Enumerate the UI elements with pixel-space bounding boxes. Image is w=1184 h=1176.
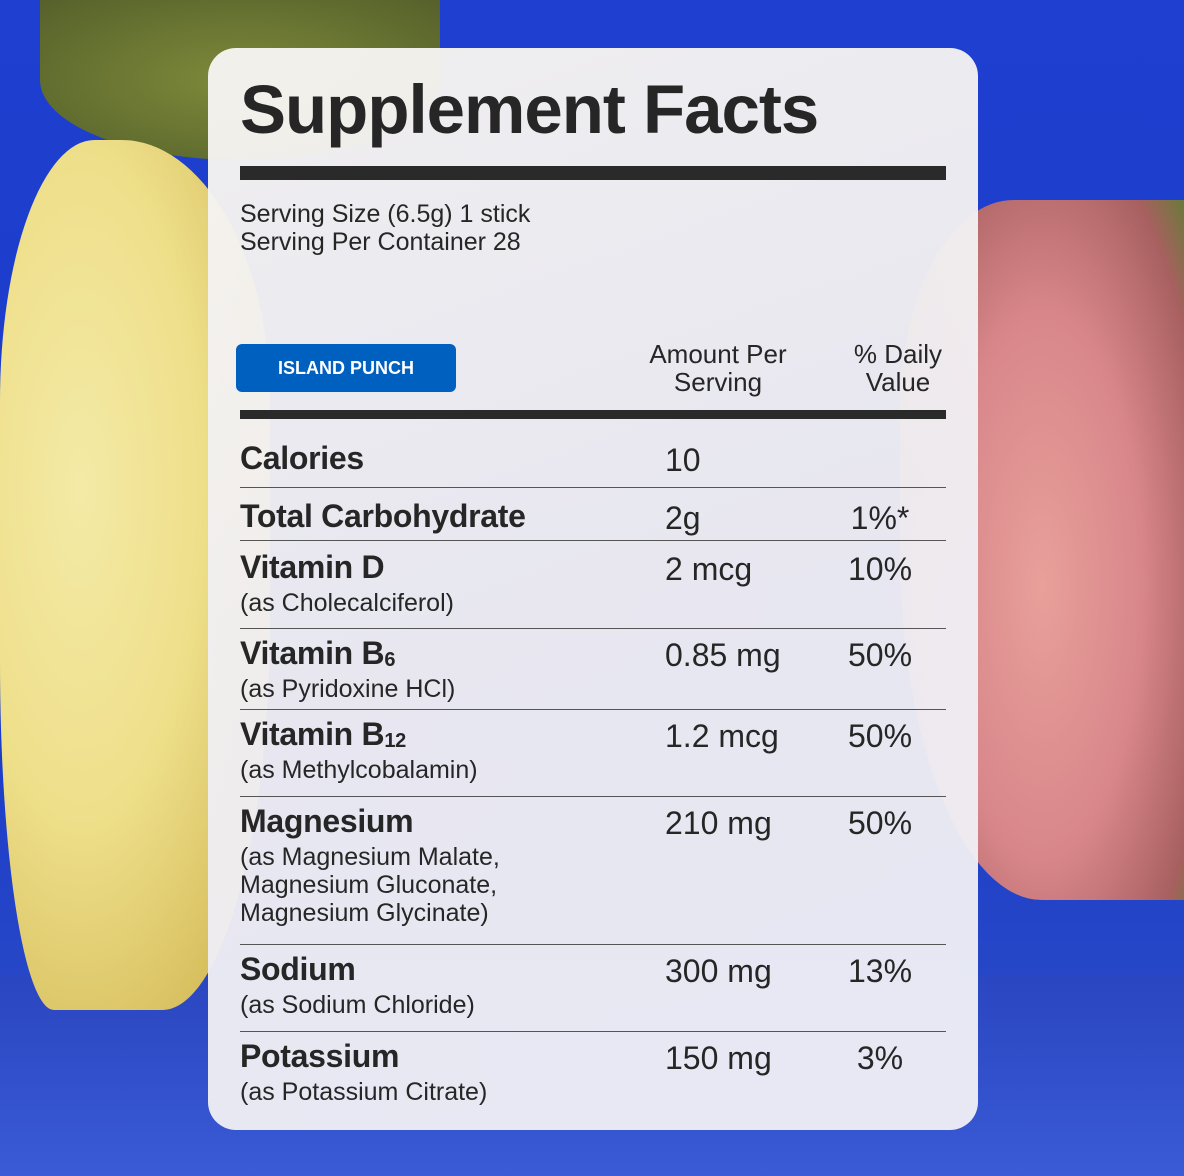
serving-info: Serving Size (6.5g) 1 stick Serving Per … xyxy=(240,200,530,256)
nutrient-source: (as Potassium Citrate) xyxy=(240,1078,487,1106)
nutrient-row: Total Carbohydrate 2g 1%* xyxy=(240,488,946,541)
nutrient-amount: 150 mg xyxy=(665,1040,772,1076)
nutrient-row: Calories 10 xyxy=(240,428,946,488)
nutrient-name: Vitamin B12 xyxy=(240,716,406,752)
source-line: (as Methylcobalamin) xyxy=(240,756,478,784)
source-line: Magnesium Glycinate) xyxy=(240,899,489,927)
header-line: Amount Per xyxy=(649,339,787,369)
servings-per-container: Serving Per Container 28 xyxy=(240,228,521,256)
source-line: (as Pyridoxine HCl) xyxy=(240,675,456,703)
nutrient-daily-value: 50% xyxy=(847,805,913,841)
nutrient-source: (as Sodium Chloride) xyxy=(240,991,475,1019)
nutrient-name: Calories xyxy=(240,440,364,476)
nutrient-name: Potassium xyxy=(240,1038,400,1074)
nutrient-rows: Calories 10 Total Carbohydrate 2g 1%* Vitamin… xyxy=(240,428,946,1110)
nutrient-daily-value: 3% xyxy=(856,1040,904,1076)
nutrient-subscript: 6 xyxy=(384,649,396,671)
source-line: (as Sodium Chloride) xyxy=(240,991,475,1019)
header-line: Serving xyxy=(673,367,763,397)
nutrient-name: Vitamin B6 xyxy=(240,635,396,671)
nutrient-name: Magnesium xyxy=(240,803,414,839)
nutrient-amount: 2g xyxy=(665,500,701,536)
nutrient-daily-value: 50% xyxy=(847,637,913,673)
nutrient-amount: 300 mg xyxy=(665,953,772,989)
nutrient-name: Sodium xyxy=(240,951,356,987)
divider-thick xyxy=(240,166,946,180)
nutrient-row: Sodium (as Sodium Chloride) 300 mg 13% xyxy=(240,945,946,1032)
nutrient-amount: 1.2 mcg xyxy=(665,718,779,754)
divider-thick xyxy=(240,410,946,419)
flavor-badge: ISLAND PUNCH xyxy=(236,344,456,392)
serving-size: Serving Size (6.5g) 1 stick xyxy=(240,200,531,228)
nutrient-source: (as Methylcobalamin) xyxy=(240,756,478,784)
header-line: Value xyxy=(865,367,931,397)
nutrient-row: Vitamin B6 (as Pyridoxine HCl) 0.85 mg 50% xyxy=(240,629,946,710)
header-line: % Daily xyxy=(853,339,943,369)
panel-title: Supplement Facts xyxy=(240,71,819,148)
nutrient-daily-value: 13% xyxy=(847,953,913,989)
nutrient-name: Total Carbohydrate xyxy=(240,498,526,534)
nutrient-daily-value: 10% xyxy=(847,551,913,587)
nutrient-row: Vitamin D (as Cholecalciferol) 2 mcg 10% xyxy=(240,541,946,629)
nutrient-row: Vitamin B12 (as Methylcobalamin) 1.2 mcg 50… xyxy=(240,710,946,797)
nutrient-name: Vitamin D xyxy=(240,549,385,585)
nutrient-row: Potassium (as Potassium Citrate) 150 mg 3% xyxy=(240,1032,946,1110)
nutrient-amount: 2 mcg xyxy=(665,551,753,587)
nutrient-amount: 10 xyxy=(665,442,701,478)
nutrient-subscript: 12 xyxy=(384,730,406,752)
column-header-amount: Amount Per Serving xyxy=(628,340,808,396)
nutrient-source: (as Pyridoxine HCl) xyxy=(240,675,455,703)
source-line: (as Cholecalciferol) xyxy=(240,589,454,617)
nutrient-source: (as Magnesium Malate, Magnesium Gluconate… xyxy=(240,843,500,927)
nutrient-daily-value: 50% xyxy=(847,718,913,754)
nutrient-amount: 0.85 mg xyxy=(665,637,781,673)
nutrient-source: (as Cholecalciferol) xyxy=(240,589,454,617)
source-line: (as Magnesium Malate, xyxy=(240,843,500,871)
nutrient-daily-value: 1%* xyxy=(850,500,910,536)
source-line: (as Potassium Citrate) xyxy=(240,1078,488,1106)
nutrient-amount: 210 mg xyxy=(665,805,772,841)
source-line: Magnesium Gluconate, xyxy=(240,871,498,899)
nutrient-row: Magnesium (as Magnesium Malate, Magnesium … xyxy=(240,797,946,945)
column-header-dv: % Daily Value xyxy=(840,340,956,396)
supplement-facts-panel: Supplement Facts Serving Size (6.5g) 1 s… xyxy=(208,48,978,1130)
